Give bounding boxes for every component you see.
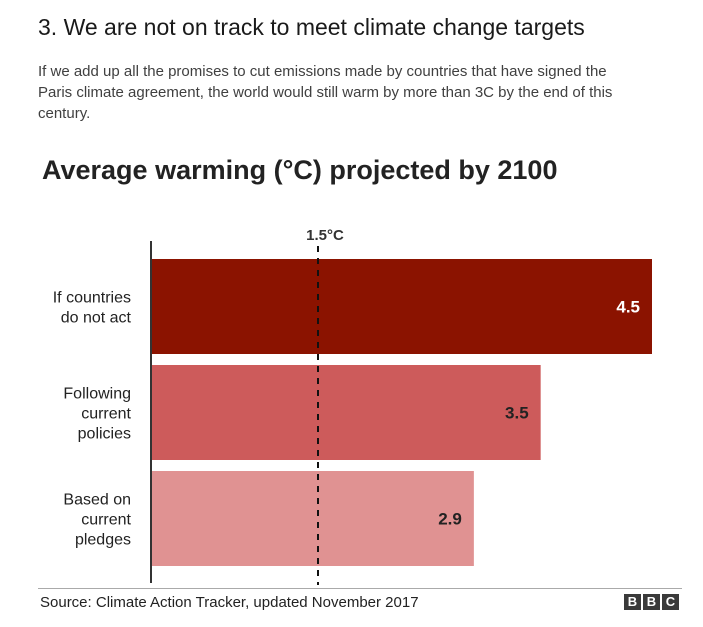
- reference-line-label: 1.5°C: [306, 227, 344, 244]
- bar: [151, 471, 474, 566]
- bar: [151, 365, 541, 460]
- footer-divider: [38, 588, 682, 589]
- category-label: If countries: [53, 290, 131, 307]
- article-heading: 3. We are not on track to meet climate c…: [38, 14, 585, 40]
- article-intro: If we add up all the promises to cut emi…: [38, 63, 613, 122]
- category-label: Based on: [63, 492, 131, 509]
- bar-value-label: 2.9: [438, 510, 462, 529]
- source-note: Source: Climate Action Tracker, updated …: [40, 594, 419, 611]
- category-label: policies: [78, 426, 131, 443]
- bar-value-label: 4.5: [616, 298, 640, 317]
- category-label: current: [81, 512, 131, 529]
- logo-letter: C: [662, 594, 679, 610]
- bar: [151, 259, 652, 354]
- category-label: do not act: [61, 310, 132, 327]
- logo-letter: B: [624, 594, 641, 610]
- bbc-logo: B B C: [624, 594, 679, 610]
- bar-value-label: 3.5: [505, 404, 529, 423]
- category-label: Following: [63, 386, 131, 403]
- category-label: pledges: [75, 532, 131, 549]
- logo-letter: B: [643, 594, 660, 610]
- chart-title: Average warming (°C) projected by 2100: [42, 155, 558, 185]
- category-label: current: [81, 406, 131, 423]
